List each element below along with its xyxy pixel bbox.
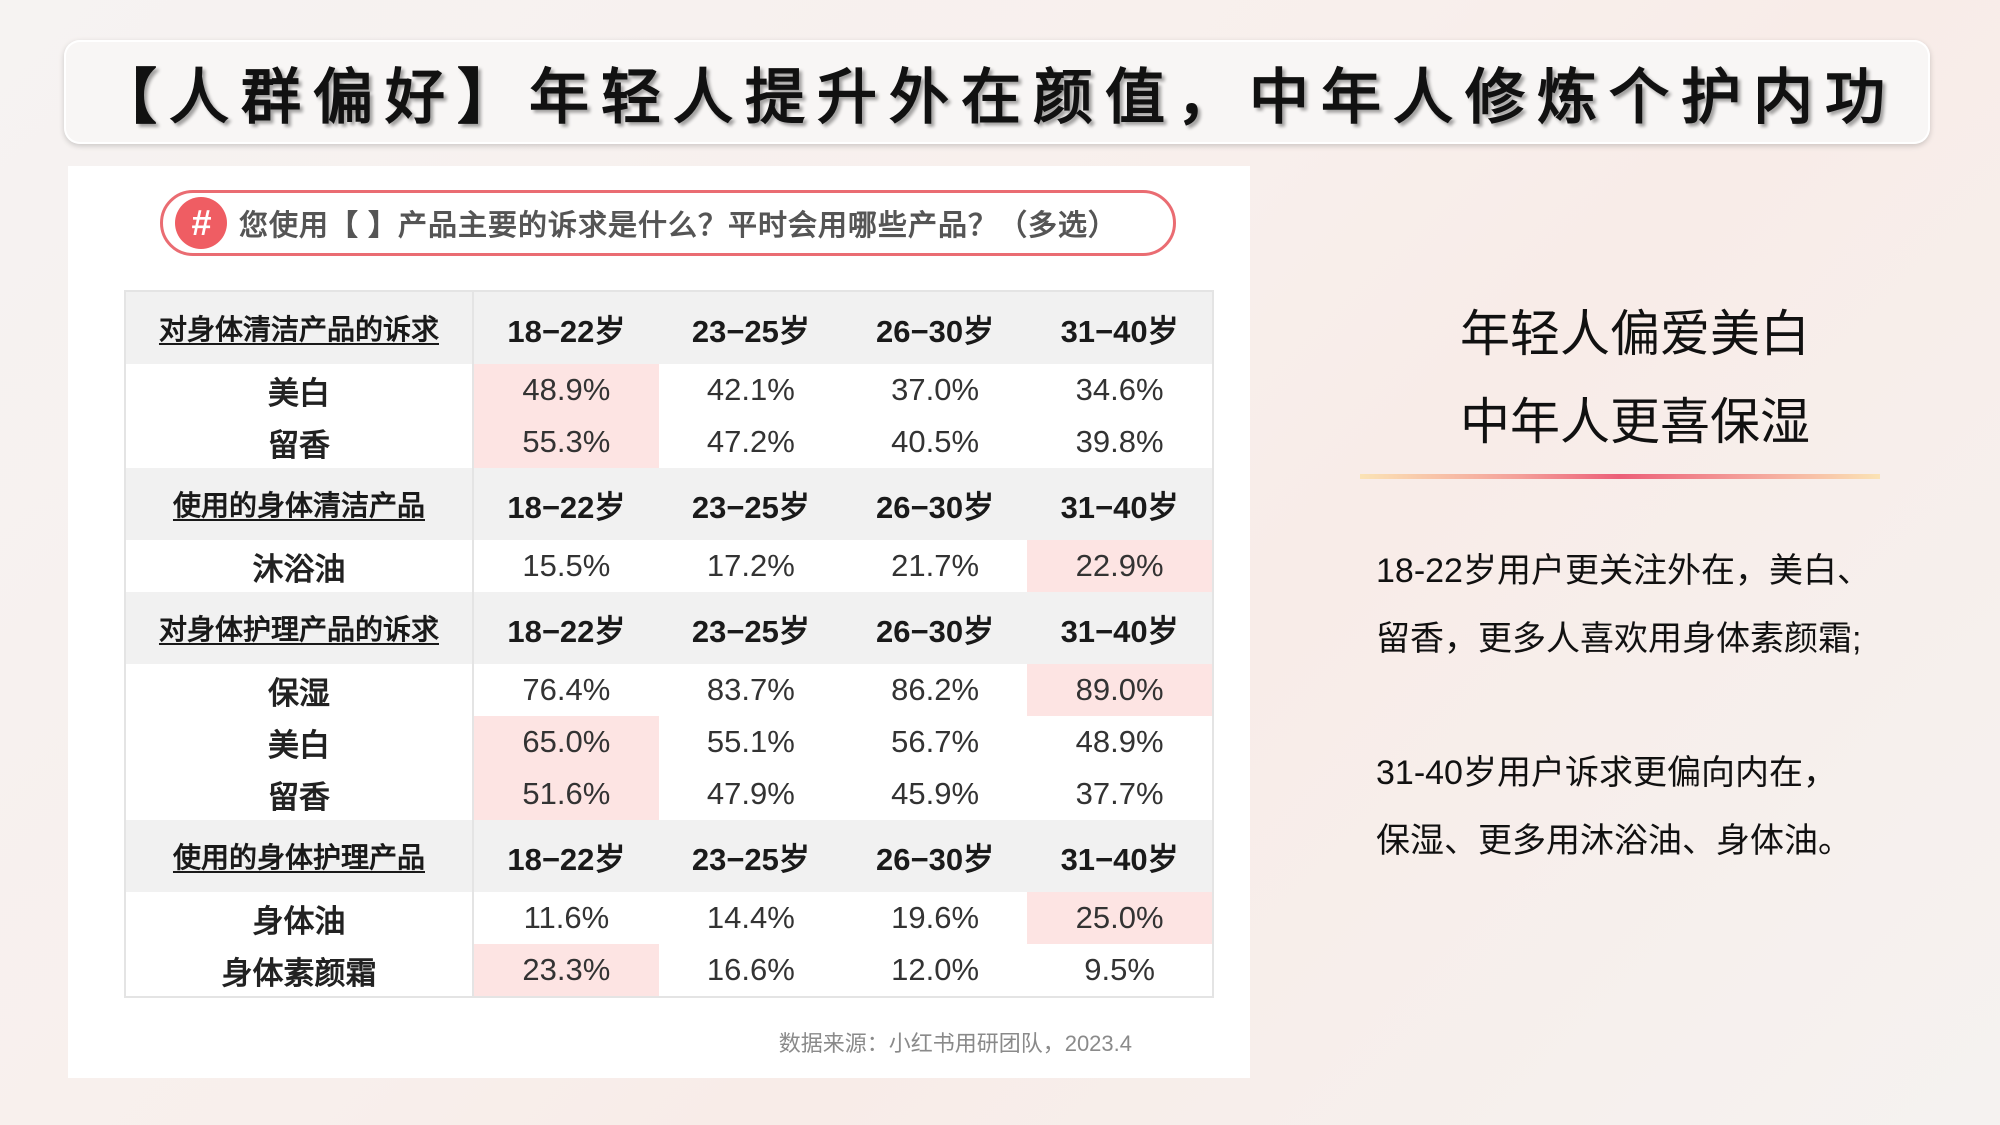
age-group-header: 23−25岁	[658, 468, 843, 540]
value-cell: 17.2%	[706, 548, 795, 583]
value-cell: 76.4%	[522, 672, 611, 707]
value-cell: 37.0%	[891, 372, 980, 407]
age-group-header: 31−40岁	[1027, 592, 1213, 664]
age-group-header: 26−30岁	[842, 291, 1028, 364]
section-header-row: 使用的身体护理产品 18−22岁 23−25岁 26−30岁 31−40岁	[125, 820, 1213, 892]
age-group-header: 26−30岁	[842, 468, 1028, 540]
age-group-header: 26−30岁	[842, 592, 1028, 664]
summary-line: 31-40岁用户诉求更偏向内在，	[1376, 754, 1837, 792]
value-cell: 40.5%	[891, 424, 980, 459]
highlighted-value-cell: 23.3%	[473, 944, 659, 997]
highlighted-value-cell: 65.0%	[473, 716, 659, 768]
value-cell: 19.6%	[891, 900, 980, 935]
value-cell: 37.7%	[1075, 776, 1164, 811]
section-header-row: 对身体清洁产品的诉求 18−22岁 23−25岁 26−30岁 31−40岁	[125, 291, 1213, 364]
headline-line-1: 年轻人偏爱美白	[1460, 306, 1810, 362]
value-cell: 16.6%	[706, 952, 795, 987]
value-cell: 11.6%	[523, 900, 610, 935]
section-header-label: 对身体清洁产品的诉求	[125, 291, 474, 364]
value-cell: 14.4%	[706, 900, 795, 935]
summary-panel: 年轻人偏爱美白 中年人更喜保湿 18-22岁用户更关注外在，美白、 留香，更多人…	[1360, 290, 1920, 875]
value-cell: 42.1%	[706, 372, 795, 407]
age-group-header: 31−40岁	[1027, 468, 1213, 540]
value-cell: 55.1%	[706, 724, 795, 759]
row-label: 保湿	[125, 664, 474, 716]
value-cell: 21.7%	[891, 548, 980, 583]
highlighted-value-cell: 48.9%	[473, 364, 659, 416]
age-group-header: 31−40岁	[1027, 291, 1213, 364]
highlighted-value-cell: 51.6%	[473, 768, 659, 820]
age-group-header: 31−40岁	[1027, 820, 1213, 892]
row-label: 身体油	[125, 892, 474, 944]
title-bar: 【人群偏好】年轻人提升外在颜值，中年人修炼个护内功	[64, 40, 1930, 144]
value-cell: 48.9%	[1075, 724, 1164, 759]
data-source: 数据来源：小红书用研团队，2023.4	[778, 1031, 1132, 1056]
age-group-header: 26−30岁	[842, 820, 1028, 892]
section-header-row: 使用的身体清洁产品 18−22岁 23−25岁 26−30岁 31−40岁	[125, 468, 1213, 540]
headline-line-2: 中年人更喜保湿	[1460, 394, 1810, 450]
highlighted-value-cell: 55.3%	[473, 416, 659, 468]
summary-line: 18-22岁用户更关注外在，美白、	[1376, 552, 1871, 590]
section-header-label: 使用的身体清洁产品	[125, 468, 474, 540]
gradient-divider	[1360, 474, 1880, 479]
age-group-header: 18−22岁	[473, 820, 659, 892]
highlighted-value-cell: 25.0%	[1027, 892, 1213, 944]
section-header-row: 对身体护理产品的诉求 18−22岁 23−25岁 26−30岁 31−40岁	[125, 592, 1213, 664]
row-label: 留香	[125, 416, 474, 468]
row-label: 留香	[125, 768, 474, 820]
survey-table: 对身体清洁产品的诉求 18−22岁 23−25岁 26−30岁 31−40岁 美白 48.9…	[124, 290, 1214, 998]
summary-line: 保湿、更多用沐浴油、身体油。	[1376, 822, 1852, 860]
value-cell: 39.8%	[1075, 424, 1164, 459]
highlighted-value-cell: 22.9%	[1027, 540, 1213, 592]
section-header-text: 使用的身体清洁产品	[172, 490, 425, 521]
row-label: 身体素颜霜	[125, 944, 474, 997]
value-cell: 15.5%	[522, 548, 611, 583]
question-pill: # 您使用【 】产品主要的诉求是什么？平时会用哪些产品？（多选）	[160, 190, 1176, 256]
value-cell: 47.2%	[706, 424, 795, 459]
age-group-header: 18−22岁	[473, 592, 659, 664]
section-header-text: 对身体护理产品的诉求	[158, 614, 439, 645]
value-cell: 9.5%	[1084, 952, 1155, 987]
value-cell: 83.7%	[706, 672, 795, 707]
section-header-label: 使用的身体护理产品	[125, 820, 474, 892]
summary-paragraph-young: 18-22岁用户更关注外在，美白、 留香，更多人喜欢用身体素颜霜;	[1376, 537, 1920, 673]
value-cell: 47.9%	[706, 776, 795, 811]
table-row: 身体油 11.6% 14.4% 19.6% 25.0%	[125, 892, 1213, 944]
table-row: 留香 51.6% 47.9% 45.9% 37.7%	[125, 768, 1213, 820]
section-header-text: 对身体清洁产品的诉求	[158, 314, 439, 345]
hash-icon: #	[175, 197, 227, 249]
age-group-header: 23−25岁	[658, 592, 843, 664]
value-cell: 34.6%	[1075, 372, 1164, 407]
table-row: 美白 65.0% 55.1% 56.7% 48.9%	[125, 716, 1213, 768]
age-group-header: 23−25岁	[658, 291, 843, 364]
table-row: 美白 48.9% 42.1% 37.0% 34.6%	[125, 364, 1213, 416]
age-group-header: 23−25岁	[658, 820, 843, 892]
page-title: 【人群偏好】年轻人提升外在颜值，中年人修炼个护内功	[97, 62, 1897, 133]
value-cell: 86.2%	[891, 672, 980, 707]
summary-line: 留香，更多人喜欢用身体素颜霜;	[1376, 620, 1862, 658]
row-label: 美白	[125, 364, 474, 416]
row-label: 美白	[125, 716, 474, 768]
value-cell: 56.7%	[891, 724, 980, 759]
highlighted-value-cell: 89.0%	[1027, 664, 1213, 716]
survey-card: # 您使用【 】产品主要的诉求是什么？平时会用哪些产品？（多选） 对身体清洁产品…	[68, 166, 1250, 1078]
age-group-header: 18−22岁	[473, 468, 659, 540]
section-header-text: 使用的身体护理产品	[172, 842, 425, 873]
summary-paragraph-middle-aged: 31-40岁用户诉求更偏向内在， 保湿、更多用沐浴油、身体油。	[1376, 739, 1920, 875]
question-text: 您使用【 】产品主要的诉求是什么？平时会用哪些产品？（多选）	[239, 210, 1119, 242]
table-row: 沐浴油 15.5% 17.2% 21.7% 22.9%	[125, 540, 1213, 592]
table-row: 留香 55.3% 47.2% 40.5% 39.8%	[125, 416, 1213, 468]
value-cell: 12.0%	[891, 952, 980, 987]
row-label: 沐浴油	[125, 540, 474, 592]
section-header-label: 对身体护理产品的诉求	[125, 592, 474, 664]
table-row: 身体素颜霜 23.3% 16.6% 12.0% 9.5%	[125, 944, 1213, 997]
table-row: 保湿 76.4% 83.7% 86.2% 89.0%	[125, 664, 1213, 716]
age-group-header: 18−22岁	[473, 291, 659, 364]
value-cell: 45.9%	[891, 776, 980, 811]
